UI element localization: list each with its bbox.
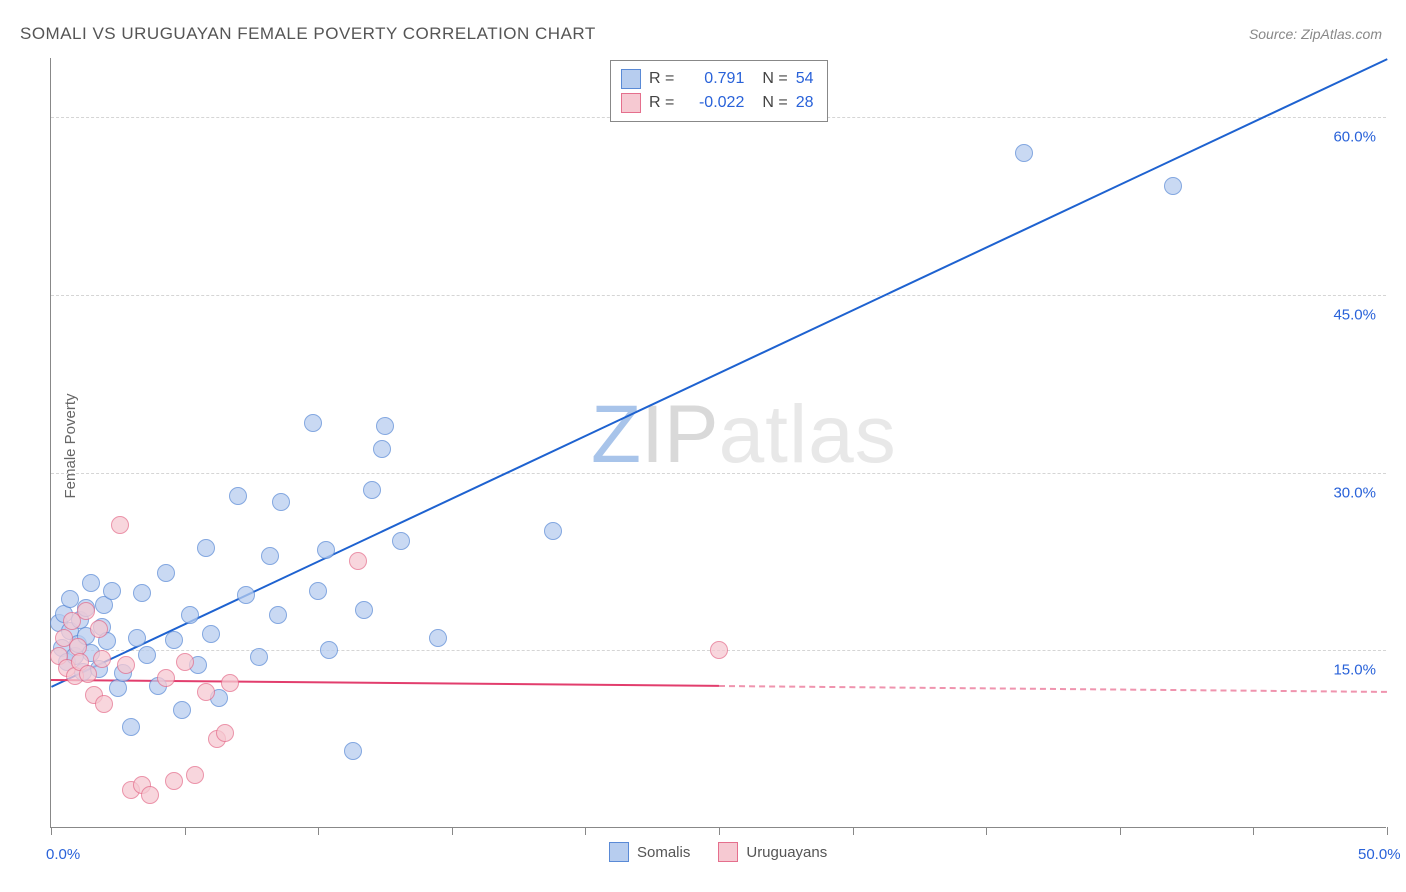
x-tick [1120, 827, 1121, 835]
x-tick [986, 827, 987, 835]
data-point-uruguayans [90, 620, 108, 638]
data-point-somalis [197, 539, 215, 557]
data-point-uruguayans [221, 674, 239, 692]
x-tick [1253, 827, 1254, 835]
data-point-somalis [173, 701, 191, 719]
x-tick [853, 827, 854, 835]
x-tick [1387, 827, 1388, 835]
legend-swatch [621, 69, 641, 89]
stats-legend: R = 0.791 N = 54 R = -0.022 N = 28 [610, 60, 828, 122]
x-tick [719, 827, 720, 835]
data-point-somalis [363, 481, 381, 499]
legend-r-label: R = [649, 91, 674, 115]
data-point-somalis [133, 584, 151, 602]
data-point-somalis [1015, 144, 1033, 162]
y-tick-label: 45.0% [1333, 306, 1376, 323]
data-point-uruguayans [186, 766, 204, 784]
data-point-somalis [309, 582, 327, 600]
legend-n-label: N = [762, 67, 787, 91]
data-point-somalis [373, 440, 391, 458]
series-legend: Somalis Uruguayans [609, 842, 827, 862]
data-point-somalis [317, 541, 335, 559]
data-point-somalis [128, 629, 146, 647]
data-point-uruguayans [216, 724, 234, 742]
chart-container: SOMALI VS URUGUAYAN FEMALE POVERTY CORRE… [0, 0, 1406, 892]
legend-r-value: -0.022 [682, 91, 744, 115]
data-point-somalis [304, 414, 322, 432]
x-tick [51, 827, 52, 835]
legend-r-label: R = [649, 67, 674, 91]
watermark-rest: atlas [719, 389, 897, 480]
data-point-uruguayans [349, 552, 367, 570]
legend-swatch [609, 842, 629, 862]
data-point-uruguayans [111, 516, 129, 534]
series-legend-label: Uruguayans [746, 844, 827, 861]
data-point-somalis [82, 574, 100, 592]
x-tick [585, 827, 586, 835]
x-tick [318, 827, 319, 835]
legend-n-label: N = [762, 91, 787, 115]
data-point-uruguayans [77, 602, 95, 620]
x-tick-label: 50.0% [1358, 846, 1401, 863]
data-point-uruguayans [157, 669, 175, 687]
series-legend-label: Somalis [637, 844, 690, 861]
x-tick [185, 827, 186, 835]
data-point-somalis [1164, 177, 1182, 195]
watermark: ZIPatlas [591, 388, 897, 482]
data-point-somalis [181, 606, 199, 624]
legend-n-value: 54 [796, 67, 814, 91]
x-tick-label: 0.0% [46, 846, 80, 863]
data-point-uruguayans [165, 772, 183, 790]
data-point-uruguayans [141, 786, 159, 804]
legend-swatch [718, 842, 738, 862]
data-point-somalis [165, 631, 183, 649]
data-point-somalis [157, 564, 175, 582]
data-point-somalis [376, 417, 394, 435]
legend-n-value: 28 [796, 91, 814, 115]
data-point-somalis [237, 586, 255, 604]
data-point-uruguayans [93, 650, 111, 668]
trend-line [719, 685, 1387, 693]
data-point-uruguayans [79, 665, 97, 683]
data-point-uruguayans [710, 641, 728, 659]
plot-area: ZIPatlas 15.0% 30.0% 45.0% 60.0% R = 0.791 N =… [50, 58, 1386, 828]
stats-legend-row-uruguayans: R = -0.022 N = 28 [621, 91, 813, 115]
data-point-uruguayans [197, 683, 215, 701]
data-point-somalis [138, 646, 156, 664]
data-point-somalis [320, 641, 338, 659]
series-legend-item-somalis: Somalis [609, 842, 690, 862]
y-tick-label: 30.0% [1333, 484, 1376, 501]
data-point-somalis [355, 601, 373, 619]
data-point-somalis [202, 625, 220, 643]
data-point-somalis [229, 487, 247, 505]
source-label: Source: ZipAtlas.com [1249, 26, 1382, 42]
data-point-somalis [261, 547, 279, 565]
y-tick-label: 15.0% [1333, 662, 1376, 679]
data-point-somalis [122, 718, 140, 736]
data-point-somalis [103, 582, 121, 600]
data-point-somalis [269, 606, 287, 624]
data-point-somalis [250, 648, 268, 666]
data-point-somalis [344, 742, 362, 760]
data-point-somalis [272, 493, 290, 511]
gridline [51, 295, 1386, 296]
series-legend-item-uruguayans: Uruguayans [718, 842, 827, 862]
gridline [51, 473, 1386, 474]
stats-legend-row-somalis: R = 0.791 N = 54 [621, 67, 813, 91]
data-point-uruguayans [176, 653, 194, 671]
x-tick [452, 827, 453, 835]
watermark-z: Z [591, 389, 641, 480]
legend-r-value: 0.791 [682, 67, 744, 91]
data-point-somalis [544, 522, 562, 540]
data-point-somalis [109, 679, 127, 697]
data-point-somalis [429, 629, 447, 647]
data-point-uruguayans [95, 695, 113, 713]
legend-swatch [621, 93, 641, 113]
data-point-uruguayans [117, 656, 135, 674]
y-tick-label: 60.0% [1333, 129, 1376, 146]
chart-title: SOMALI VS URUGUAYAN FEMALE POVERTY CORRE… [20, 24, 596, 44]
data-point-somalis [392, 532, 410, 550]
